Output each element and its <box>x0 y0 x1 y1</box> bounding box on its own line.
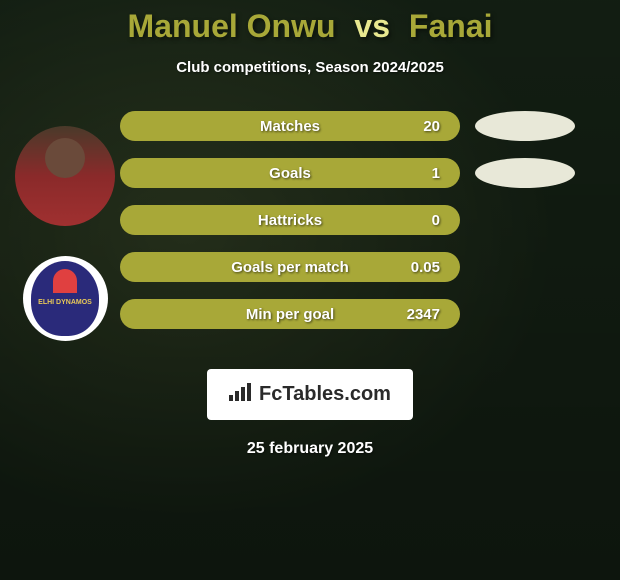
stat-value: 1 <box>432 165 440 182</box>
stat-pill-left: Goals per match 0.05 <box>120 252 460 282</box>
content-wrapper: Manuel Onwu vs Fanai Club competitions, … <box>0 0 620 458</box>
logo-text: FcTables.com <box>259 383 391 406</box>
avatar-column: ELHI DYNAMOS <box>10 106 120 341</box>
stat-label: Matches <box>260 118 320 135</box>
stat-value: 0 <box>432 212 440 229</box>
stat-row: Matches 20 <box>120 111 610 141</box>
stat-pill-left: Matches 20 <box>120 111 460 141</box>
main-row: ELHI DYNAMOS Matches 20 Goals 1 Hattricks 0 Go… <box>0 106 620 341</box>
stat-row: Goals 1 <box>120 158 610 188</box>
club-avatar: ELHI DYNAMOS <box>23 256 108 341</box>
stat-pill-right <box>475 111 575 141</box>
stat-value: 0.05 <box>411 259 440 276</box>
stat-label: Goals <box>269 165 311 182</box>
stat-pill-left: Min per goal 2347 <box>120 299 460 329</box>
title-player1: Manuel Onwu <box>128 8 336 44</box>
stat-row: Goals per match 0.05 <box>120 252 610 282</box>
title-player2: Fanai <box>409 8 493 44</box>
stat-label: Goals per match <box>231 259 349 276</box>
club-badge: ELHI DYNAMOS <box>31 261 99 336</box>
stat-label: Hattricks <box>258 212 322 229</box>
subtitle: Club competitions, Season 2024/2025 <box>0 59 620 76</box>
date-text: 25 february 2025 <box>0 440 620 458</box>
stat-pill-left: Goals 1 <box>120 158 460 188</box>
stat-pill-left: Hattricks 0 <box>120 205 460 235</box>
stat-value: 2347 <box>407 306 440 323</box>
club-badge-text: ELHI DYNAMOS <box>38 299 92 307</box>
stat-value: 20 <box>423 118 440 135</box>
bar-chart-icon <box>229 383 251 406</box>
title-vs: vs <box>354 8 390 44</box>
stat-pill-right <box>475 158 575 188</box>
footer: FcTables.com 25 february 2025 <box>0 369 620 458</box>
logo-box: FcTables.com <box>207 369 413 420</box>
stat-row: Hattricks 0 <box>120 205 610 235</box>
player-avatar <box>15 126 115 226</box>
stat-label: Min per goal <box>246 306 334 323</box>
page-title: Manuel Onwu vs Fanai <box>0 8 620 45</box>
stat-row: Min per goal 2347 <box>120 299 610 329</box>
stats-column: Matches 20 Goals 1 Hattricks 0 Goals per match… <box>120 106 610 341</box>
